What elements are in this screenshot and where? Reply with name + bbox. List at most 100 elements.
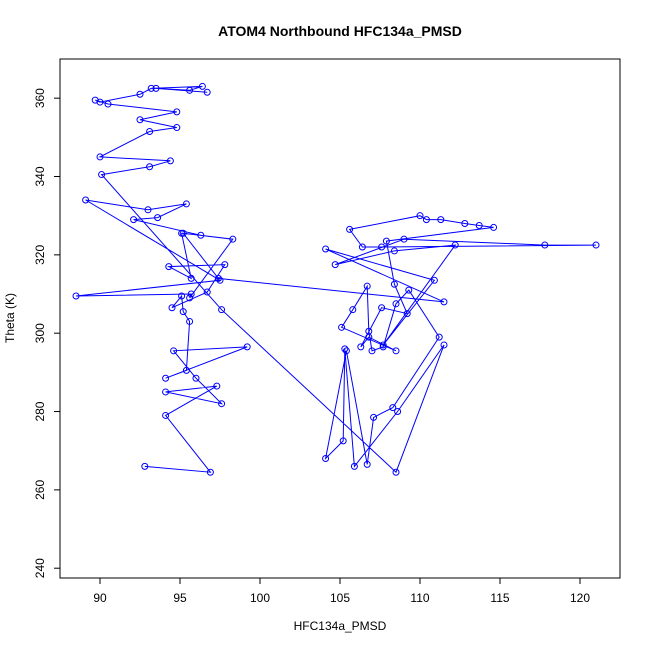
y-tick-label: 280 <box>33 401 47 421</box>
data-point <box>243 343 251 351</box>
data-point <box>179 308 187 316</box>
data-point <box>154 214 162 222</box>
data-point <box>365 327 373 335</box>
data-point <box>475 221 483 229</box>
x-tick-label: 105 <box>330 591 350 605</box>
data-point <box>357 343 365 351</box>
data-point <box>339 437 347 445</box>
data-point <box>440 341 448 349</box>
chart-title: ATOM4 Northbound HFC134a_PMSD <box>218 23 462 39</box>
data-point <box>331 261 339 269</box>
data-point <box>382 237 390 245</box>
data-point <box>203 88 211 96</box>
data-point <box>422 216 430 224</box>
y-tick-label: 360 <box>33 88 47 108</box>
data-point <box>363 282 371 290</box>
data-point <box>342 347 350 355</box>
data-point <box>435 333 443 341</box>
data-point <box>136 90 144 98</box>
x-tick-label: 90 <box>93 591 107 605</box>
x-tick-label: 120 <box>570 591 590 605</box>
y-axis: 240 260 280 300 320 340 360 <box>33 88 60 578</box>
data-point <box>322 245 330 253</box>
data-point <box>136 116 144 124</box>
y-axis-label: Theta (K) <box>3 293 17 343</box>
data-point <box>461 220 469 228</box>
data-point <box>346 225 354 233</box>
data-point <box>96 98 104 106</box>
data-point <box>72 292 80 300</box>
data-point <box>216 276 224 284</box>
data-point <box>162 388 170 396</box>
data-point <box>349 306 357 314</box>
data-point <box>104 100 112 108</box>
data-point <box>451 241 459 249</box>
data-point <box>130 216 138 224</box>
x-tick-label: 110 <box>410 591 429 605</box>
data-point <box>405 286 413 294</box>
data-point <box>182 200 190 208</box>
data-point <box>96 153 104 161</box>
y-tick-label: 300 <box>33 323 47 343</box>
data-point <box>379 343 387 351</box>
x-tick-label: 95 <box>173 591 187 605</box>
data-point <box>144 206 152 214</box>
data-point <box>206 468 214 476</box>
x-axis: 90 95 100 105 110 115 120 <box>93 578 590 605</box>
data-point <box>141 462 149 470</box>
data-point <box>400 235 408 243</box>
data-point <box>350 462 358 470</box>
data-point <box>162 374 170 382</box>
data-point <box>390 247 398 255</box>
data-point <box>98 171 106 179</box>
data-point <box>430 276 438 284</box>
series-line <box>75 85 597 474</box>
x-tick-label: 100 <box>250 591 270 605</box>
data-point <box>363 460 371 468</box>
data-point <box>221 261 229 269</box>
data-point <box>379 341 387 349</box>
data-point <box>173 124 181 132</box>
data-point <box>389 404 397 412</box>
data-point <box>322 455 330 463</box>
data-point <box>146 127 154 135</box>
data-point <box>592 241 600 249</box>
data-point <box>229 235 237 243</box>
data-point <box>182 366 190 374</box>
data-point <box>192 374 200 382</box>
data-point <box>152 84 160 92</box>
data-point <box>392 347 400 355</box>
data-point <box>186 86 194 94</box>
data-point <box>213 382 221 390</box>
y-tick-label: 340 <box>33 166 47 186</box>
data-point <box>338 323 346 331</box>
data-point <box>416 212 424 220</box>
data-point <box>341 345 349 353</box>
data-point <box>392 468 400 476</box>
data-point <box>392 300 400 308</box>
data-point <box>390 280 398 288</box>
y-tick-label: 260 <box>33 480 47 500</box>
data-point <box>218 400 226 408</box>
data-point <box>437 216 445 224</box>
data-point <box>214 274 222 282</box>
data-point <box>197 231 205 239</box>
data-point <box>168 304 176 312</box>
data-point <box>186 294 194 302</box>
data-point <box>179 229 187 237</box>
data-point <box>162 411 170 419</box>
y-tick-label: 240 <box>33 558 47 578</box>
data-point <box>187 290 195 298</box>
data-point <box>198 82 206 90</box>
data-point <box>440 298 448 306</box>
data-point <box>170 347 178 355</box>
data-point <box>490 223 498 231</box>
data-point <box>403 310 411 318</box>
x-tick-label: 115 <box>490 591 509 605</box>
y-tick-label: 320 <box>33 245 47 265</box>
data-point <box>358 243 366 251</box>
data-point <box>187 274 195 282</box>
data-point <box>82 196 90 204</box>
